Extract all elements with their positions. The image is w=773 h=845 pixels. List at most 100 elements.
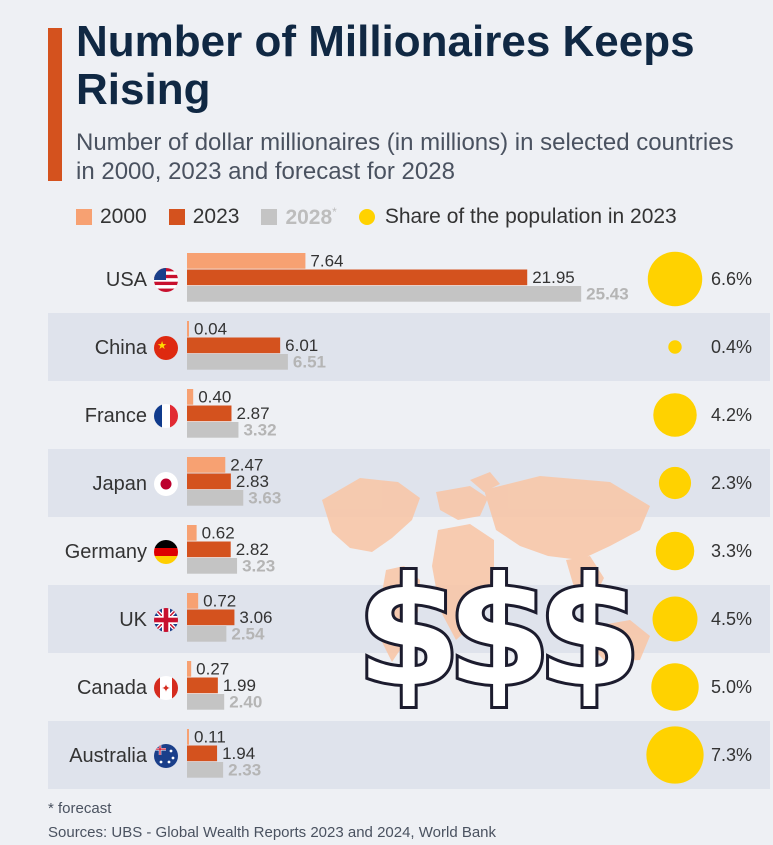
map-landmass <box>566 556 604 594</box>
data-label-2028-china: 6.51 <box>293 353 326 372</box>
bar-2023-uk <box>187 609 235 626</box>
legend-swatch-2000 <box>76 209 92 225</box>
population-bubble-japan <box>658 466 692 500</box>
data-label-2023-france: 2.87 <box>236 404 269 423</box>
bar-2028-japan <box>187 490 244 506</box>
data-label-2028-australia: 2.33 <box>228 761 261 780</box>
legend-label-2023: 2023 <box>192 205 240 228</box>
data-label-2000-uk: 0.72 <box>203 592 236 611</box>
bar-2028-france <box>187 422 239 438</box>
data-label-2023-canada: 1.99 <box>223 676 256 695</box>
legend-label-2028-text: 2028 <box>285 205 333 229</box>
population-bubbles: 6.6% 0.4% 4.2% 2.3% 3.3% 4.5% 5.0% 7.3% <box>646 251 752 784</box>
data-label-2000-china: 0.04 <box>194 320 227 339</box>
category-label: France <box>85 405 147 427</box>
legend-label-2000: 2000 <box>100 205 147 228</box>
legend-item-population-share: Share of the population in 2023 <box>358 205 677 229</box>
map-landmass <box>380 566 420 662</box>
source-note: Sources: UBS - Global Wealth Reports 202… <box>48 824 497 841</box>
population-bubble-france <box>653 393 697 437</box>
bar-2000-uk <box>187 593 199 609</box>
bar-2023-usa <box>187 269 528 286</box>
data-label-2023-australia: 1.94 <box>222 744 255 763</box>
category-label: China <box>95 337 148 359</box>
legend-swatch-2028 <box>261 209 278 225</box>
data-label-2000-usa: 7.64 <box>310 252 343 271</box>
bar-2000-canada <box>187 661 192 677</box>
population-bubble-germany <box>655 531 695 571</box>
us-flag-icon <box>154 268 178 292</box>
population-share-label: 4.2% <box>711 405 752 425</box>
bar-2028-uk <box>187 626 227 642</box>
bar-2028-usa <box>187 286 582 302</box>
dollar-signs-decoration: $$$ <box>353 543 649 723</box>
data-label-2023-usa: 21.95 <box>532 268 575 287</box>
data-label-2023-uk: 3.06 <box>239 608 272 627</box>
population-share-label: 6.6% <box>711 269 752 289</box>
legend-item-2028: 2028* <box>261 205 337 230</box>
bar-2000-france <box>187 389 194 405</box>
uk-flag-icon <box>154 608 178 632</box>
population-bubble-canada <box>651 663 699 711</box>
data-label-2023-germany: 2.82 <box>236 540 269 559</box>
data-label-2000-france: 0.40 <box>198 388 231 407</box>
data-label-2028-canada: 2.40 <box>229 693 262 712</box>
data-label-2028-uk: 2.54 <box>231 625 265 644</box>
bar-2000-japan <box>187 457 226 473</box>
legend-item-2000: 2000 <box>76 205 147 229</box>
bar-2028-china <box>187 354 288 370</box>
data-label-2000-germany: 0.62 <box>202 524 235 543</box>
category-label: UK <box>119 609 147 631</box>
legend-label-population-share: Share of the population in 2023 <box>384 205 677 228</box>
flags: ★✦ <box>154 268 178 768</box>
bars <box>187 253 582 778</box>
data-label-2000-canada: 0.27 <box>196 660 229 679</box>
map-landmass <box>470 472 500 492</box>
bar-2000-germany <box>187 525 197 541</box>
data-label-2028-usa: 25.43 <box>586 285 629 304</box>
data-label-2028-france: 3.32 <box>243 421 276 440</box>
bar-2028-germany <box>187 558 238 574</box>
data-label-2023-china: 6.01 <box>285 336 318 355</box>
chart-subtitle: Number of dollar millionaires (in millio… <box>76 129 734 185</box>
bar-2023-canada <box>187 677 218 694</box>
dollar-signs-text: $$$ <box>356 546 632 720</box>
data-label-2000-japan: 2.47 <box>230 456 263 475</box>
category-label: Germany <box>65 541 147 563</box>
population-share-label: 4.5% <box>711 609 752 629</box>
map-landmass <box>590 620 650 662</box>
bar-2000-australia <box>187 729 189 745</box>
population-share-label: 2.3% <box>711 473 752 493</box>
legend: 2000 2023 2028* Share of the population … <box>76 203 699 231</box>
footnote: * forecast <box>48 800 112 817</box>
map-landmass <box>436 486 488 520</box>
accent-bar <box>48 28 62 181</box>
population-bubble-uk <box>652 596 698 642</box>
population-share-label: 7.3% <box>711 745 752 765</box>
category-label: Australia <box>69 745 148 767</box>
category-label: USA <box>106 269 148 291</box>
bar-2023-france <box>187 405 232 422</box>
legend-swatch-2023 <box>168 209 185 225</box>
population-bubble-usa <box>647 251 703 307</box>
legend-label-2028: 2028* <box>285 205 336 230</box>
category-label: Canada <box>77 677 148 699</box>
data-label-2028-japan: 3.63 <box>248 489 281 508</box>
bar-2023-australia <box>187 745 218 762</box>
map-landmass <box>322 478 420 552</box>
category-label: Japan <box>93 473 148 495</box>
data-label-2000-australia: 0.11 <box>194 728 226 747</box>
map-landmass <box>432 524 494 640</box>
population-bubble-australia <box>646 726 704 784</box>
bar-2023-germany <box>187 541 231 558</box>
data-label-2023-japan: 2.83 <box>236 472 269 491</box>
bar-2023-japan <box>187 473 231 490</box>
legend-item-2023: 2023 <box>168 205 240 229</box>
svg-text:★: ★ <box>157 340 167 352</box>
population-share-label: 0.4% <box>711 337 752 357</box>
australia-flag-icon <box>154 744 178 768</box>
bar-2000-usa <box>187 253 306 269</box>
population-bubble-china <box>668 340 682 354</box>
legend-dot-population-share <box>358 209 375 225</box>
